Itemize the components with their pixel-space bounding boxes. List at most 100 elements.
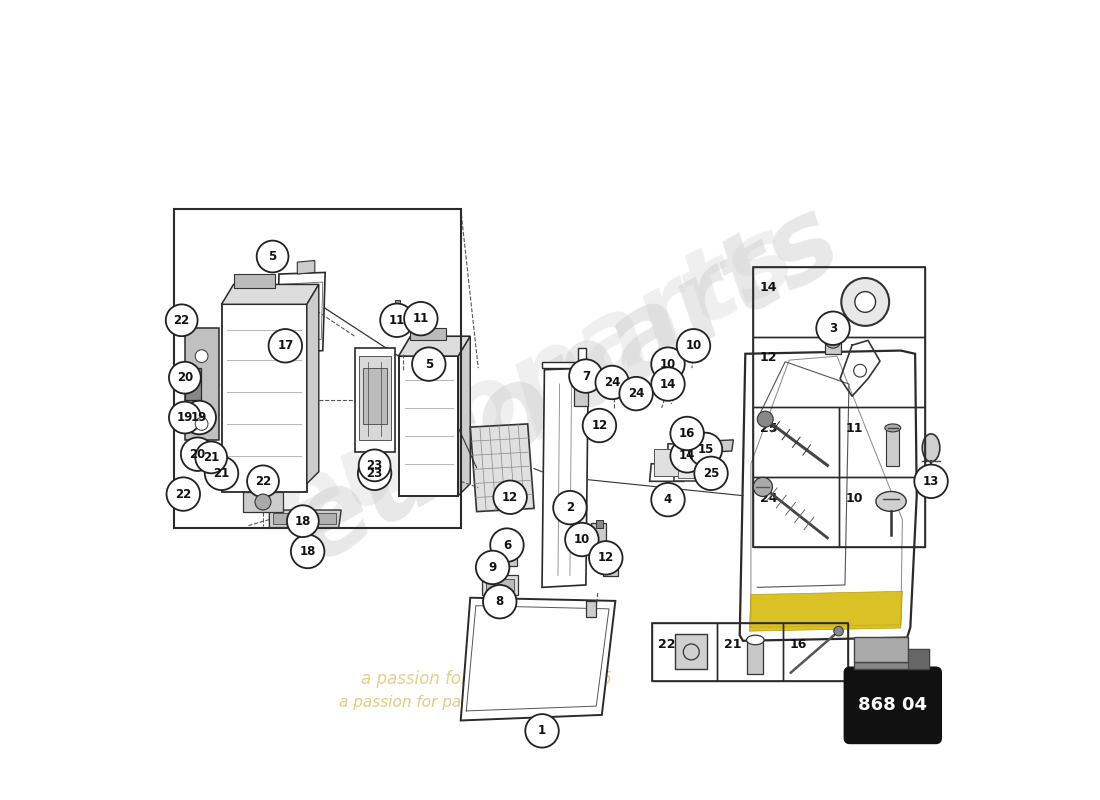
Text: 25: 25 xyxy=(760,422,778,434)
Text: 12: 12 xyxy=(502,490,518,504)
Circle shape xyxy=(590,541,623,574)
Polygon shape xyxy=(297,261,315,274)
Text: 24: 24 xyxy=(604,376,620,389)
Ellipse shape xyxy=(884,424,901,432)
Polygon shape xyxy=(542,348,586,368)
Text: 14: 14 xyxy=(760,282,778,294)
Circle shape xyxy=(651,347,684,381)
Circle shape xyxy=(287,506,319,537)
Circle shape xyxy=(169,402,201,434)
Ellipse shape xyxy=(876,491,906,511)
Circle shape xyxy=(854,364,867,377)
Text: 7: 7 xyxy=(582,370,590,382)
Polygon shape xyxy=(675,634,707,670)
Circle shape xyxy=(196,442,227,474)
Polygon shape xyxy=(586,601,596,617)
Text: 6: 6 xyxy=(503,538,512,551)
Text: 17: 17 xyxy=(277,339,294,352)
Ellipse shape xyxy=(747,635,764,645)
Circle shape xyxy=(256,241,288,273)
Polygon shape xyxy=(608,546,615,554)
Text: 12: 12 xyxy=(597,551,614,564)
Circle shape xyxy=(412,347,446,381)
Text: a passion for parts since 1995: a passion for parts since 1995 xyxy=(361,670,612,688)
Circle shape xyxy=(834,626,844,636)
Polygon shape xyxy=(398,336,471,356)
Polygon shape xyxy=(574,379,589,406)
Text: 1: 1 xyxy=(538,724,546,738)
Circle shape xyxy=(359,450,390,482)
Text: 15: 15 xyxy=(697,443,714,456)
Circle shape xyxy=(651,367,684,401)
Polygon shape xyxy=(395,300,400,308)
Polygon shape xyxy=(270,510,341,527)
Circle shape xyxy=(268,329,302,362)
Polygon shape xyxy=(854,637,908,662)
Circle shape xyxy=(914,465,948,498)
Circle shape xyxy=(476,550,509,584)
Text: 4: 4 xyxy=(664,493,672,506)
Text: 24: 24 xyxy=(760,492,778,505)
Text: 25: 25 xyxy=(703,467,719,480)
Circle shape xyxy=(180,438,214,471)
Text: 20: 20 xyxy=(177,371,192,384)
Polygon shape xyxy=(273,514,337,524)
Circle shape xyxy=(553,491,586,524)
Text: 19: 19 xyxy=(177,411,194,424)
Polygon shape xyxy=(854,649,930,669)
FancyBboxPatch shape xyxy=(845,668,940,743)
Circle shape xyxy=(381,303,414,337)
Circle shape xyxy=(842,278,889,326)
Polygon shape xyxy=(471,424,535,512)
Polygon shape xyxy=(277,273,326,354)
Polygon shape xyxy=(354,348,395,452)
Text: 22: 22 xyxy=(659,638,675,650)
Polygon shape xyxy=(461,598,615,721)
Circle shape xyxy=(619,377,652,410)
Text: 10: 10 xyxy=(574,533,590,546)
Text: 5: 5 xyxy=(425,358,433,370)
Polygon shape xyxy=(739,350,916,641)
Polygon shape xyxy=(678,445,704,478)
Circle shape xyxy=(169,362,201,394)
Text: 22: 22 xyxy=(174,314,190,326)
Polygon shape xyxy=(359,356,390,440)
Polygon shape xyxy=(243,492,283,512)
Circle shape xyxy=(569,359,603,393)
Text: 10: 10 xyxy=(685,339,702,352)
Circle shape xyxy=(694,457,728,490)
Circle shape xyxy=(565,522,598,556)
Polygon shape xyxy=(482,575,518,594)
Text: 10: 10 xyxy=(846,492,864,505)
Circle shape xyxy=(855,291,876,312)
Text: europarts: europarts xyxy=(273,184,859,584)
Circle shape xyxy=(825,332,842,348)
Circle shape xyxy=(166,478,200,511)
Text: 9: 9 xyxy=(488,561,497,574)
Text: 16: 16 xyxy=(789,638,806,650)
Polygon shape xyxy=(908,649,930,669)
Text: 5: 5 xyxy=(268,250,277,263)
Circle shape xyxy=(483,585,517,618)
Circle shape xyxy=(754,478,772,497)
Text: 21: 21 xyxy=(724,638,741,650)
Circle shape xyxy=(526,714,559,747)
Circle shape xyxy=(255,494,271,510)
Polygon shape xyxy=(459,336,471,496)
Text: 19: 19 xyxy=(191,411,208,424)
Circle shape xyxy=(205,457,239,490)
Text: 18: 18 xyxy=(299,545,316,558)
Circle shape xyxy=(670,417,704,450)
Text: 12: 12 xyxy=(760,351,778,364)
Polygon shape xyxy=(410,328,447,340)
Circle shape xyxy=(248,466,279,498)
Polygon shape xyxy=(486,578,514,591)
Text: 14: 14 xyxy=(660,378,676,390)
Polygon shape xyxy=(650,444,685,482)
Circle shape xyxy=(195,418,208,430)
Ellipse shape xyxy=(922,434,939,462)
Text: 12: 12 xyxy=(592,419,607,432)
Text: 11: 11 xyxy=(846,422,864,434)
Polygon shape xyxy=(389,308,405,320)
Circle shape xyxy=(689,433,723,466)
